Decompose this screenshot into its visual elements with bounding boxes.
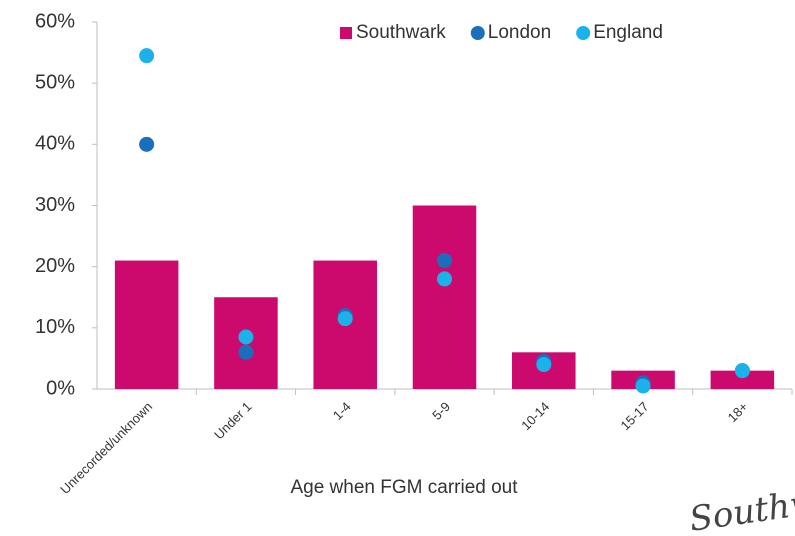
bar [114, 260, 179, 389]
dot [536, 357, 552, 373]
x-tick-label: Unrecorded/unknown [57, 399, 155, 497]
dot [437, 271, 452, 287]
dot [337, 311, 353, 327]
dot [238, 329, 254, 345]
legend-label: Southwark [356, 22, 446, 43]
x-tick-label: 18+ [725, 399, 751, 425]
y-tick-label: 50% [35, 71, 75, 93]
dot [734, 363, 750, 379]
legend-swatch [340, 27, 352, 39]
dot [139, 48, 155, 64]
x-tick-label: 15-17 [618, 399, 652, 433]
y-tick-label: 20% [35, 255, 75, 277]
x-tick-label: 10-14 [518, 399, 552, 433]
legend-swatch [470, 26, 485, 40]
dot [139, 136, 155, 152]
x-tick-label: 5-9 [429, 399, 453, 423]
dot [437, 253, 452, 269]
y-tick-label: 10% [35, 316, 75, 338]
y-tick-label: 30% [35, 194, 75, 216]
legend-label: England [593, 22, 663, 43]
bar [412, 205, 477, 389]
y-tick-label: 60% [35, 10, 75, 32]
x-axis-label: Age when FGM carried out [290, 477, 518, 498]
y-tick-label: 40% [35, 133, 75, 155]
x-tick-label: 1-4 [330, 399, 354, 423]
dot [635, 378, 651, 394]
y-tick-label: 0% [46, 377, 75, 399]
dot [238, 344, 254, 360]
bar [710, 370, 775, 389]
legend-label: London [488, 22, 551, 43]
legend-swatch [576, 26, 591, 40]
logo: Southw [687, 482, 795, 536]
x-tick-label: Under 1 [211, 399, 254, 442]
